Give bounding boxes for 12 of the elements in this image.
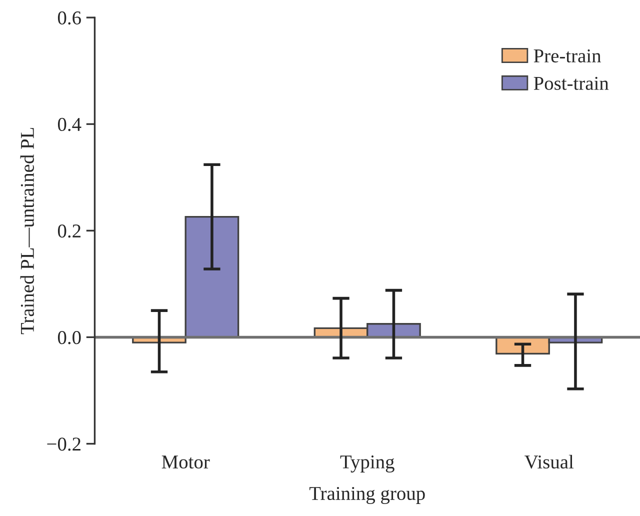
legend-label: Post-train [534,76,609,90]
legend-label: Pre-train [534,49,602,62]
x-tick-label: Motor [162,456,210,469]
y-tick-label: −0.2 [47,438,80,451]
y-tick-label: 0.4 [58,118,82,132]
y-tick-label: 0.6 [58,11,81,25]
x-axis-title: Training group [309,486,425,504]
y-axis-title: Trained PL—untrained PL [20,128,34,334]
y-tick-label: 0.2 [58,224,80,238]
y-tick-label: 0.0 [58,331,81,344]
x-tick-label: Typing [340,455,394,473]
x-tick-label: Visual [524,454,574,469]
